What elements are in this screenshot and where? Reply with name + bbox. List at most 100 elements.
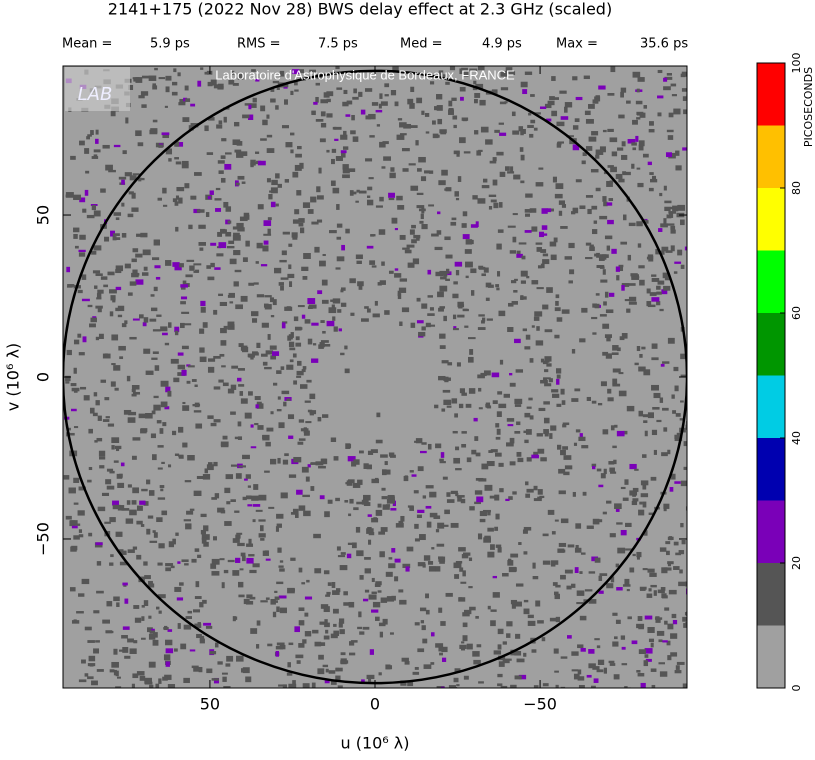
speckle-spot	[386, 665, 393, 670]
speckle-spot	[100, 188, 106, 193]
speckle-spot	[148, 580, 153, 585]
speckle-spot	[535, 182, 544, 187]
speckle-spot	[508, 496, 513, 500]
speckle-spot	[319, 260, 326, 267]
speckle-spot	[486, 461, 495, 467]
speckle-spot	[335, 497, 340, 502]
speckle-spot	[561, 204, 567, 208]
speckle-spot	[246, 543, 254, 547]
speckle-spot	[124, 172, 132, 177]
speckle-spot	[573, 442, 578, 446]
speckle-spot	[406, 546, 414, 552]
speckle-spot	[332, 316, 336, 321]
speckle-spot	[338, 328, 342, 332]
speckle-spot	[539, 106, 547, 109]
speckle-spot	[666, 640, 671, 646]
speckle-spot	[627, 254, 632, 261]
speckle-spot	[420, 620, 425, 624]
speckle-spot	[189, 508, 195, 511]
speckle-spot	[672, 205, 679, 212]
speckle-spot	[240, 398, 248, 404]
speckle-spot	[131, 272, 139, 278]
speckle-spot	[468, 557, 473, 562]
speckle-spot	[273, 382, 278, 386]
speckle-spot	[494, 526, 499, 531]
speckle-spot	[500, 685, 508, 688]
speckle-spot	[348, 601, 355, 608]
speckle-spot	[229, 258, 237, 265]
speckle-spot	[441, 169, 448, 176]
speckle-spot	[637, 243, 642, 248]
speckle-spot	[421, 625, 426, 631]
speckle-spot	[445, 81, 450, 85]
speckle-spot	[255, 79, 260, 82]
speckle-spot	[470, 268, 477, 274]
speckle-spot	[202, 599, 207, 604]
speckle-spot	[498, 122, 504, 125]
speckle-spot	[514, 651, 522, 656]
speckle-spot	[606, 180, 613, 187]
speckle-spot	[607, 397, 614, 402]
speckle-spot	[482, 178, 488, 183]
speckle-spot	[88, 466, 93, 471]
speckle-spot	[226, 245, 235, 249]
speckle-spot	[608, 461, 615, 465]
speckle-spot	[238, 465, 246, 468]
speckle-spot	[344, 345, 348, 350]
speckle-spot	[556, 121, 565, 127]
speckle-spot	[109, 470, 115, 474]
speckle-spot	[477, 533, 483, 540]
speckle-spot	[367, 514, 372, 517]
speckle-spot	[394, 268, 399, 271]
logo: LAB	[78, 84, 113, 105]
speckle-spot	[543, 429, 549, 435]
speckle-spot	[187, 365, 195, 368]
speckle-spot	[303, 510, 311, 517]
speckle-spot	[95, 640, 100, 643]
speckle-spot	[462, 635, 468, 642]
speckle-spot	[497, 547, 502, 553]
speckle-spot	[428, 566, 436, 572]
speckle-spot	[500, 87, 509, 91]
speckle-spot	[288, 474, 297, 478]
speckle-spot	[199, 635, 205, 641]
speckle-spot	[477, 327, 486, 330]
speckle-spot	[520, 154, 525, 161]
speckle-spot	[226, 501, 231, 505]
speckle-spot	[414, 538, 420, 542]
speckle-spot	[457, 497, 462, 502]
speckle-spot	[523, 430, 531, 434]
speckle-spot	[426, 521, 432, 528]
speckle-spot	[532, 576, 539, 580]
speckle-spot	[574, 567, 579, 574]
speckle-spot	[402, 247, 410, 250]
speckle-spot	[380, 527, 388, 532]
speckle-spot	[675, 150, 680, 156]
speckle-spot	[111, 363, 116, 366]
speckle-spot	[333, 326, 338, 332]
speckle-spot	[165, 563, 174, 567]
speckle-spot	[431, 233, 439, 237]
speckle-spot	[238, 343, 244, 348]
speckle-spot	[592, 303, 597, 308]
speckle-spot	[272, 351, 280, 356]
speckle-spot	[686, 465, 687, 469]
speckle-spot	[606, 583, 614, 589]
speckle-spot	[174, 648, 178, 652]
speckle-spot	[294, 164, 302, 171]
speckle-spot	[552, 582, 558, 586]
speckle-spot	[483, 370, 491, 376]
speckle-spot	[154, 365, 160, 371]
speckle-spot	[253, 352, 259, 356]
speckle-spot	[200, 529, 206, 535]
speckle-spot	[343, 602, 351, 606]
speckle-spot	[252, 504, 261, 507]
speckle-spot	[256, 242, 263, 249]
speckle-spot	[386, 504, 391, 507]
speckle-spot	[444, 509, 450, 515]
speckle-spot	[685, 506, 687, 511]
speckle-spot	[314, 641, 322, 647]
speckle-spot	[598, 85, 606, 90]
speckle-spot	[298, 218, 305, 223]
speckle-spot	[94, 285, 98, 289]
